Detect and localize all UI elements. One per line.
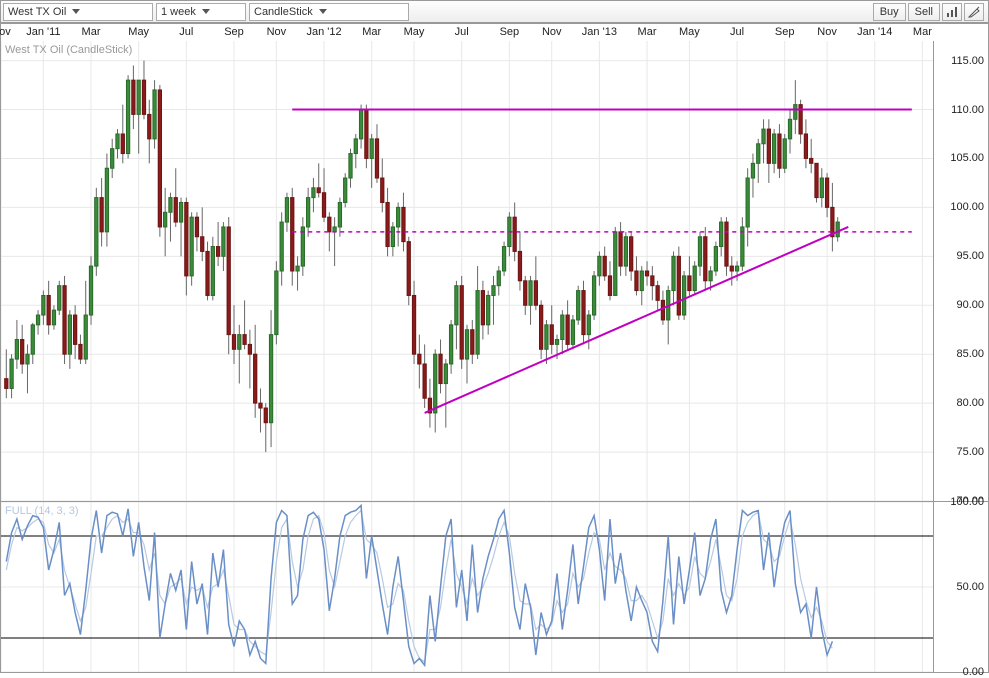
xlabel: Jan '13 (582, 26, 617, 38)
xlabel: Jan '11 (26, 26, 60, 38)
chart-app: West TX Oil 1 week CandleStick Buy Sell … (0, 0, 989, 673)
ylabel: 50.00 (956, 581, 984, 593)
xlabel: Jul (179, 26, 193, 38)
time-axis: Nov Jan '11 Mar May Jul Sep Nov Jan '12 Mar May Ju… (1, 23, 988, 41)
toolbar-right: Buy Sell (873, 3, 986, 21)
toolbar: West TX Oil 1 week CandleStick Buy Sell (1, 1, 988, 23)
ylabel: 95.00 (956, 250, 984, 262)
ylabel: 110.00 (951, 104, 984, 116)
xlabel: Jan '14 (857, 26, 892, 38)
indicator-label: FULL (14, 3, 3) (5, 505, 79, 517)
style-label: CandleStick (254, 6, 313, 18)
drawing-icon[interactable] (964, 3, 984, 21)
indicator-icon[interactable] (942, 3, 962, 21)
ylabel: 100.00 (950, 201, 984, 213)
xlabel: Nov (0, 26, 11, 38)
period-dropdown[interactable]: 1 week (156, 3, 246, 21)
xlabel: Nov (267, 26, 287, 38)
instrument-dropdown[interactable]: West TX Oil (3, 3, 153, 21)
xlabel: Sep (500, 26, 520, 38)
instrument-label: West TX Oil (8, 6, 66, 18)
style-dropdown[interactable]: CandleStick (249, 3, 409, 21)
ylabel: 85.00 (956, 348, 984, 360)
buy-button[interactable]: Buy (873, 3, 906, 21)
xlabel: Jul (730, 26, 744, 38)
charts-area: 70.0075.0080.0085.0090.0095.00100.00105.… (1, 41, 988, 672)
ylabel: 115.00 (951, 55, 984, 67)
xlabel: Mar (82, 26, 101, 38)
chevron-down-icon (72, 9, 80, 14)
chevron-down-icon (202, 9, 210, 14)
main-chart-panel[interactable]: 70.0075.0080.0085.0090.0095.00100.00105.… (1, 41, 988, 502)
xlabel: Sep (775, 26, 795, 38)
xlabel: Mar (362, 26, 381, 38)
ylabel: 80.00 (956, 397, 984, 409)
xlabel: Nov (817, 26, 837, 38)
xlabel: May (404, 26, 425, 38)
xlabel: Jan '12 (306, 26, 341, 38)
xlabel: Mar (638, 26, 657, 38)
xlabel: Nov (542, 26, 562, 38)
ylabel: 100.00 (950, 496, 984, 508)
ylabel: 105.00 (950, 152, 984, 164)
xlabel: Mar (913, 26, 932, 38)
main-plot (1, 41, 933, 501)
period-label: 1 week (161, 6, 196, 18)
xlabel: Jul (455, 26, 469, 38)
ylabel: 75.00 (956, 446, 984, 458)
chevron-down-icon (319, 9, 327, 14)
price-axis: 70.0075.0080.0085.0090.0095.00100.00105.… (933, 41, 988, 501)
xlabel: May (128, 26, 149, 38)
ylabel: 0.00 (963, 666, 984, 678)
indicator-plot (1, 502, 933, 672)
xlabel: Sep (224, 26, 244, 38)
chart-overlay-label: West TX Oil (CandleStick) (5, 44, 132, 56)
indicator-axis: 0.0050.00100.00 (933, 502, 988, 672)
ylabel: 90.00 (956, 299, 984, 311)
indicator-panel[interactable]: 0.0050.00100.00 FULL (14, 3, 3) (1, 502, 988, 672)
sell-button[interactable]: Sell (908, 3, 940, 21)
xlabel: May (679, 26, 700, 38)
